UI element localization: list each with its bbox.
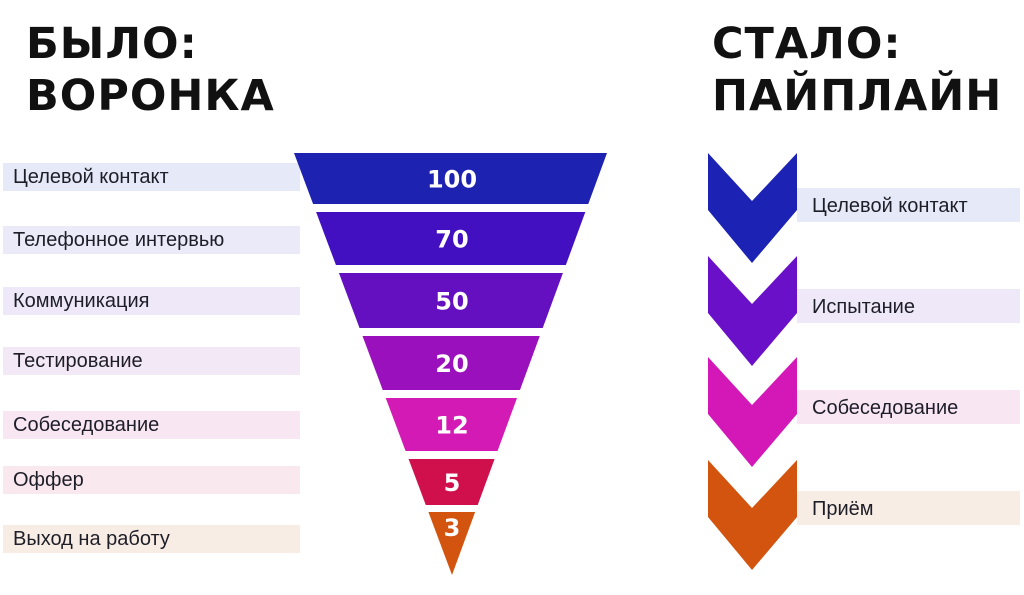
funnel-label-band bbox=[3, 466, 300, 494]
pipeline-chevron bbox=[708, 256, 797, 366]
pipeline-stage-label: Собеседование bbox=[812, 397, 959, 419]
pipeline-label-band bbox=[797, 188, 1020, 222]
funnel-segment bbox=[338, 273, 563, 328]
funnel-stage-label: Оффер bbox=[13, 469, 84, 491]
pipeline-label-band bbox=[797, 289, 1020, 323]
funnel-label-band bbox=[3, 226, 300, 254]
pipeline-stage-label: Приём bbox=[812, 498, 874, 520]
pipeline-label-band bbox=[797, 390, 1020, 424]
funnel-stage-label: Коммуникация bbox=[13, 290, 150, 312]
pipeline-label-band bbox=[797, 491, 1020, 525]
funnel-label-band bbox=[3, 287, 300, 315]
funnel-stage-label: Целевой контакт bbox=[13, 166, 169, 188]
funnel-segment bbox=[316, 212, 586, 265]
funnel-label-band bbox=[3, 525, 300, 553]
funnel-label-band bbox=[3, 347, 300, 375]
funnel-title: БЫЛО: ВОРОНКА bbox=[26, 19, 275, 121]
funnel-stage-label: Собеседование bbox=[13, 414, 160, 436]
pipeline-chevron bbox=[708, 357, 797, 467]
pipeline-title: СТАЛО: ПАЙПЛАЙН bbox=[712, 19, 1003, 121]
funnel-stage-value: 20 bbox=[435, 350, 468, 378]
funnel-stage-value: 50 bbox=[435, 288, 468, 316]
funnel-segment bbox=[294, 153, 607, 204]
funnel-stage-value: 70 bbox=[435, 226, 468, 254]
funnel-stage-label: Тестирование bbox=[13, 350, 143, 372]
funnel-stage-label: Выход на работу bbox=[13, 528, 170, 550]
funnel-segment bbox=[385, 398, 518, 451]
funnel-segment bbox=[362, 336, 540, 390]
funnel-stage-label: Телефонное интервью bbox=[13, 229, 225, 251]
funnel-label-band bbox=[3, 163, 300, 191]
funnel-label-band bbox=[3, 411, 300, 439]
funnel-stage-value: 100 bbox=[427, 166, 477, 194]
pipeline-stage-label: Испытание bbox=[812, 296, 915, 318]
pipeline-chevron bbox=[708, 153, 797, 263]
funnel-stage-value: 5 bbox=[444, 469, 461, 497]
funnel-stage-value: 12 bbox=[435, 412, 468, 440]
pipeline-stage-label: Целевой контакт bbox=[812, 195, 968, 217]
funnel-stage-value: 3 bbox=[444, 514, 461, 542]
funnel-segment bbox=[408, 459, 495, 505]
funnel-segment bbox=[428, 512, 476, 575]
pipeline-chevron bbox=[708, 460, 797, 570]
